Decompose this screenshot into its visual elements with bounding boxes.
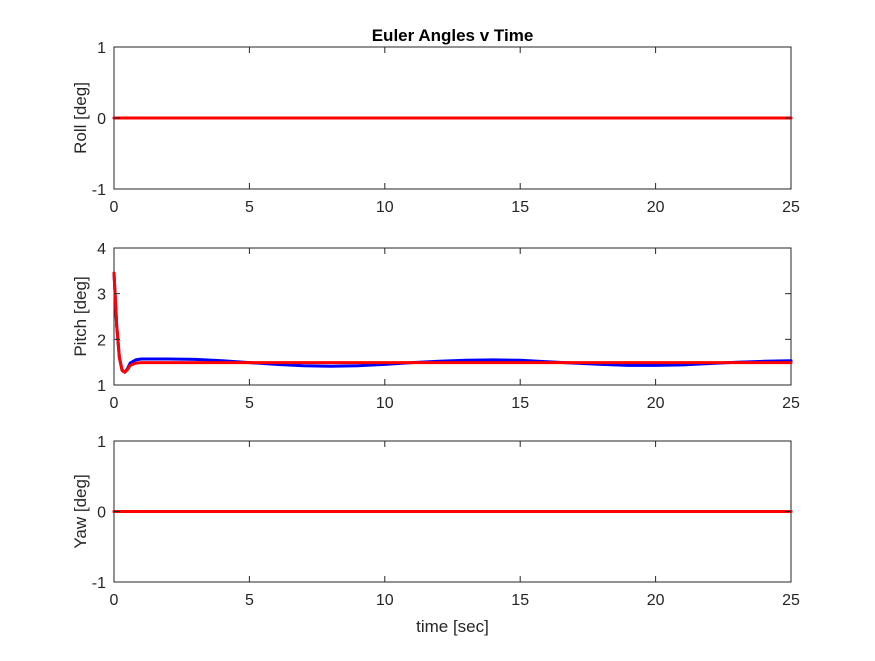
pitch-x-tick-label: 5 bbox=[245, 395, 254, 412]
pitch-series-line-1 bbox=[112, 271, 793, 374]
pitch-x-tick-label: 15 bbox=[511, 395, 529, 412]
roll-x-tick-label: 0 bbox=[110, 199, 119, 216]
roll-y-tick-label: -1 bbox=[92, 182, 106, 199]
pitch-x-tick-label: 10 bbox=[376, 395, 394, 412]
roll-x-tick-label: 25 bbox=[782, 199, 800, 216]
yaw-x-tick-label: 5 bbox=[245, 592, 254, 609]
yaw-x-tick-label: 10 bbox=[376, 592, 394, 609]
yaw-y-tick-label: -1 bbox=[92, 575, 106, 592]
yaw-x-tick-label: 0 bbox=[110, 592, 119, 609]
pitch-y-tick-label: 2 bbox=[97, 332, 106, 349]
yaw-y-axis-label: Yaw [deg] bbox=[71, 474, 90, 548]
pitch-x-tick-label: 0 bbox=[110, 395, 119, 412]
roll-x-tick-label: 20 bbox=[647, 199, 665, 216]
roll-y-tick-label: 1 bbox=[97, 40, 106, 57]
yaw-x-tick-label: 15 bbox=[511, 592, 529, 609]
pitch-x-tick-label: 20 bbox=[647, 395, 665, 412]
yaw-x-axis-label: time [sec] bbox=[416, 617, 489, 636]
yaw-y-tick-label: 1 bbox=[97, 434, 106, 451]
yaw-x-tick-label: 20 bbox=[647, 592, 665, 609]
roll-x-tick-label: 10 bbox=[376, 199, 394, 216]
pitch-y-tick-label: 4 bbox=[97, 241, 106, 258]
pitch-y-axis-label: Pitch [deg] bbox=[71, 276, 90, 356]
pitch-y-tick-label: 1 bbox=[97, 378, 106, 395]
pitch-y-tick-label: 3 bbox=[97, 287, 106, 304]
yaw-x-tick-label: 25 bbox=[782, 592, 800, 609]
roll-y-axis-label: Roll [deg] bbox=[71, 82, 90, 154]
roll-x-tick-label: 15 bbox=[511, 199, 529, 216]
roll-x-tick-label: 5 bbox=[245, 199, 254, 216]
pitch-x-tick-label: 25 bbox=[782, 395, 800, 412]
yaw-y-tick-label: 0 bbox=[97, 505, 106, 522]
roll-y-tick-label: 0 bbox=[97, 111, 106, 128]
chart-title: Euler Angles v Time bbox=[372, 26, 534, 45]
